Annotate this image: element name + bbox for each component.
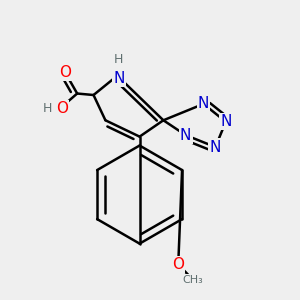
Text: N: N — [113, 70, 124, 86]
Text: N: N — [210, 140, 221, 154]
Text: N: N — [198, 96, 209, 111]
Text: O: O — [56, 101, 68, 116]
Text: N: N — [180, 128, 191, 142]
Text: H: H — [113, 53, 123, 66]
Text: O: O — [172, 257, 184, 272]
Text: CH₃: CH₃ — [183, 275, 203, 285]
Text: H: H — [43, 103, 52, 116]
Text: O: O — [59, 65, 71, 80]
Text: N: N — [220, 114, 232, 129]
